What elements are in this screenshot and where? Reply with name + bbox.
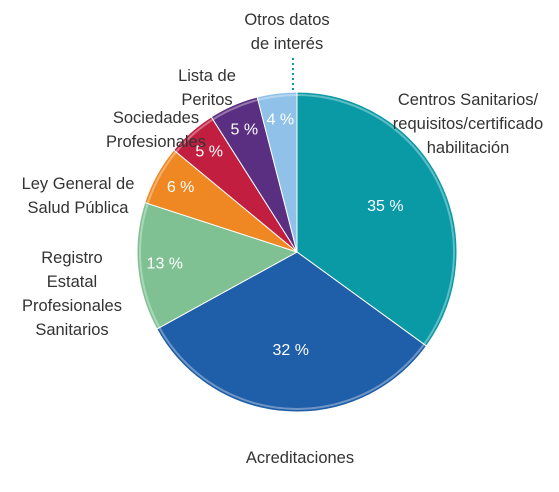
category-label: Ley General de Salud Pública	[21, 175, 135, 217]
pie-rim	[139, 94, 455, 410]
value-label: 6 %	[167, 179, 195, 196]
category-label: Centros Sanitarios/ requisitos/certifica…	[392, 91, 544, 157]
category-label: Otros datos de interés	[244, 11, 330, 53]
value-label: 5 %	[230, 121, 258, 138]
category-label: Lista de Peritos	[178, 67, 236, 109]
pie-slice	[256, 91, 298, 253]
pie-slice	[296, 91, 458, 347]
pie-slice	[156, 251, 428, 413]
value-label: 35 %	[367, 198, 403, 215]
value-label: 4 %	[267, 111, 295, 128]
value-label: 13 %	[147, 256, 183, 273]
category-label: Registro Estatal Profesionales Sanitario…	[22, 249, 122, 339]
value-label: 32 %	[273, 342, 309, 359]
category-label: Sociedades Profesionales	[106, 109, 206, 151]
pie-slice	[136, 201, 299, 330]
category-label: Acreditaciones	[245, 449, 355, 467]
value-label: 5 %	[195, 144, 223, 161]
